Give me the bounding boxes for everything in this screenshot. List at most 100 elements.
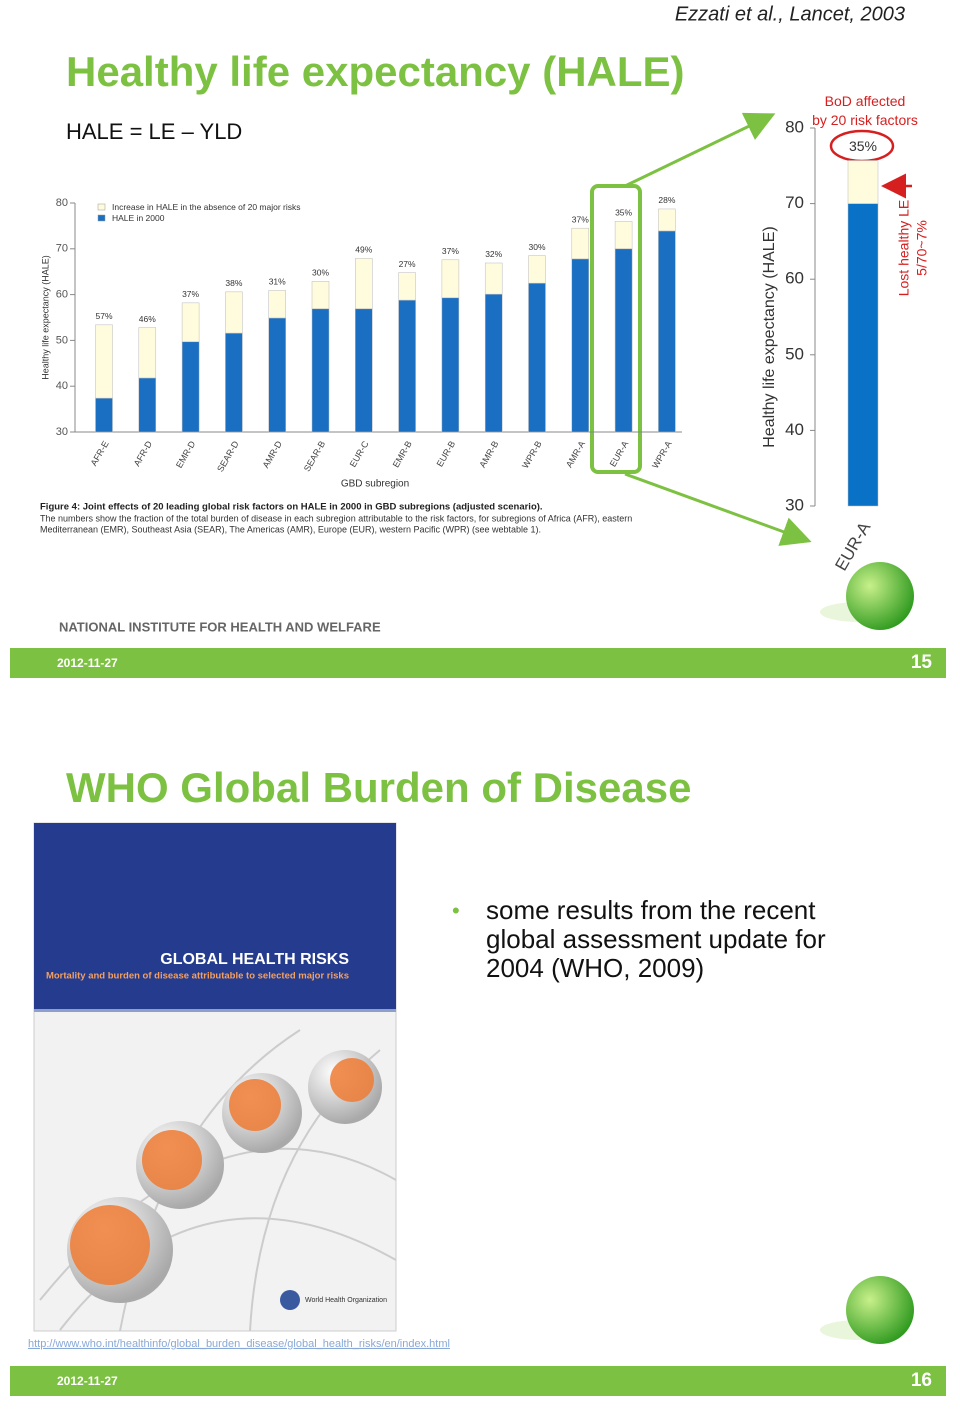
x-tick-label: AFR-E (89, 439, 111, 467)
bar-segment (658, 230, 676, 433)
highlight-box (590, 184, 642, 474)
legend-label: HALE in 2000 (112, 213, 165, 223)
burden-label: 30% (312, 268, 329, 278)
x-tick-label: AFR-D (132, 439, 155, 468)
bar-segment (225, 332, 243, 433)
logo (820, 562, 914, 630)
bar-segment (658, 208, 676, 232)
book-cover (33, 822, 397, 1332)
bar-segment (614, 248, 633, 433)
footer-date: 2012-11-27 (57, 656, 118, 670)
y-axis-label: Healthy life expectancy (HALE) (761, 226, 778, 447)
bar-segment (847, 203, 879, 507)
burden-label: 35% (615, 208, 632, 218)
y-tick-label: 50 (56, 334, 68, 346)
bar-segment (484, 293, 503, 433)
burden-label: 31% (269, 277, 286, 287)
y-tick-label: 70 (56, 243, 68, 255)
bullet: • (452, 898, 460, 923)
bar-segment (355, 258, 373, 310)
y-tick-label: 80 (785, 117, 804, 136)
burden-label: 27% (399, 259, 416, 269)
institute: NATIONAL INSTITUTE FOR HEALTH AND WELFAR… (59, 619, 381, 634)
bar-segment (311, 308, 330, 433)
burden-label: 49% (355, 245, 372, 255)
burden-label: 30% (528, 242, 545, 252)
page-number: 15 (911, 652, 933, 673)
y-tick-label: 60 (785, 269, 804, 288)
bar-segment (571, 227, 590, 260)
burden-label: 38% (225, 278, 242, 288)
bullet-line: some results from the recent (486, 895, 816, 925)
bar-segment (847, 160, 879, 204)
bar-segment (398, 299, 416, 433)
x-tick-label: SEAR-B (302, 439, 327, 473)
subtitle: HALE = LE – YLD (66, 119, 242, 144)
bar-segment (311, 281, 330, 310)
x-tick-label: EUR-B (435, 439, 458, 468)
cover-subtitle: Mortality and burden of disease attribut… (46, 971, 349, 982)
bar-segment (138, 327, 157, 379)
x-tick-label: EMR-D (174, 439, 198, 470)
burden-label: 35% (849, 138, 877, 154)
burden-label: 37% (182, 289, 199, 299)
bullet-line: global assessment update for (486, 924, 826, 954)
bar-segment (225, 291, 243, 334)
side-note: 5/70~7% (914, 220, 930, 276)
x-tick-label: WPR-B (520, 439, 544, 470)
logo (820, 1276, 914, 1344)
bar-segment (398, 272, 416, 301)
slide-title: Healthy life expectancy (HALE) (66, 48, 685, 95)
caption-line: Mediterranean (EMR), Southeast Asia (SEA… (40, 524, 541, 534)
x-tick-label: EUR-A (608, 439, 631, 468)
y-tick-label: 70 (785, 193, 804, 212)
x-tick-label: SEAR-D (215, 439, 241, 474)
slide-title: WHO Global Burden of Disease (66, 764, 691, 811)
x-tick-label: AMR-D (261, 439, 285, 470)
footer-date: 2012-11-27 (57, 1374, 118, 1388)
x-tick-label: AMR-A (564, 439, 587, 469)
y-tick-label: 80 (56, 197, 68, 209)
burden-label: 37% (442, 246, 459, 256)
bar-segment (181, 302, 200, 343)
x-tick-label: EUR-C (348, 439, 371, 469)
page-number: 16 (911, 1370, 932, 1391)
x-axis-label: GBD subregion (341, 479, 409, 490)
x-tick-label: AMR-B (477, 439, 500, 469)
annotation: BoD affected by 20 risk factors (812, 93, 918, 128)
y-tick-label: 30 (56, 426, 68, 438)
bar-segment (95, 397, 113, 433)
bar-segment (95, 324, 113, 399)
url-link[interactable]: http://www.who.int/healthinfo/global_bur… (28, 1338, 450, 1350)
y-tick-label: 50 (785, 344, 804, 363)
cover-title: GLOBAL HEALTH RISKS (160, 951, 349, 968)
burden-label: 32% (485, 249, 502, 259)
bar-segment (355, 308, 373, 433)
citation: Ezzati et al., Lancet, 2003 (675, 3, 905, 25)
legend-label: Increase in HALE in the absence of 20 ma… (112, 202, 301, 212)
bar-segment (441, 297, 460, 433)
bar-segment (268, 290, 286, 319)
bar-segment (138, 377, 157, 433)
bar-segment (181, 341, 200, 433)
y-tick-label: 40 (56, 380, 68, 392)
y-tick-label: 60 (56, 289, 68, 301)
footer-bar (10, 1366, 946, 1396)
zoom-arrow (624, 112, 776, 188)
bar-segment (528, 255, 546, 284)
bar-segment (441, 259, 460, 299)
bullet-line: 2004 (WHO, 2009) (486, 953, 704, 983)
burden-label: 46% (139, 314, 156, 324)
side-note: Lost healthy LE (896, 200, 912, 297)
legend-swatch (97, 214, 106, 222)
burden-label: 57% (95, 311, 112, 321)
caption-line: The numbers show the fraction of the tot… (40, 513, 632, 523)
burden-label: 28% (658, 195, 675, 205)
caption-title: Figure 4: Joint effects of 20 leading gl… (40, 502, 543, 513)
burden-label: 37% (572, 214, 589, 224)
cover-publisher: World Health Organization (305, 1297, 387, 1304)
y-axis-label: Healthy life expectancy (HALE) (40, 255, 50, 380)
bar-segment (484, 262, 503, 295)
